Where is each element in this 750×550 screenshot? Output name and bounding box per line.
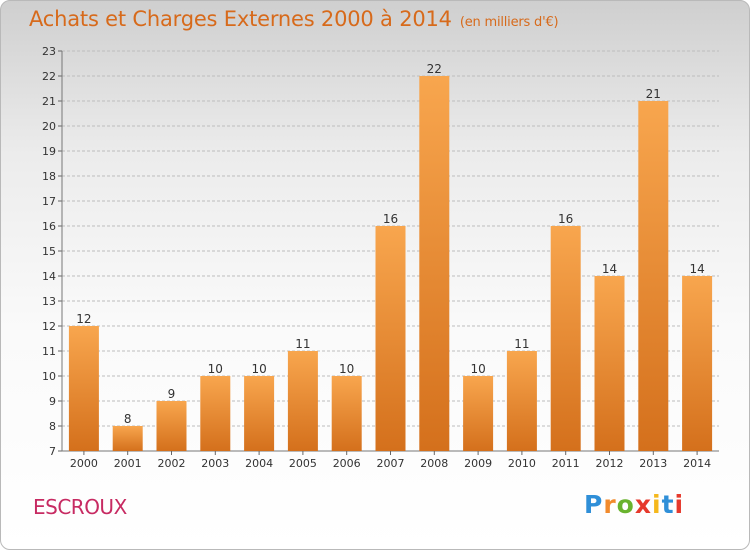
x-tick-label-2000: 2000 (70, 457, 98, 470)
bar-2000 (68, 326, 99, 451)
commune-name: ESCROUX (33, 495, 127, 519)
value-label-2007: 16 (383, 212, 398, 226)
bar-2009 (463, 376, 494, 451)
value-label-2011: 16 (558, 212, 573, 226)
value-label-2013: 21 (646, 87, 661, 101)
value-label-2004: 10 (251, 362, 266, 376)
x-tick-label-2003: 2003 (201, 457, 229, 470)
y-tick-label: 23 (42, 45, 56, 58)
y-tick-label: 7 (49, 445, 56, 458)
value-label-2003: 10 (208, 362, 223, 376)
y-tick-label: 15 (42, 245, 56, 258)
bar-2013 (638, 101, 669, 451)
x-tick-label-2007: 2007 (377, 457, 405, 470)
y-tick-label: 22 (42, 70, 56, 83)
x-tick-label-2012: 2012 (596, 457, 624, 470)
y-tick-label: 17 (42, 195, 56, 208)
bar-2008 (419, 76, 450, 451)
x-tick-label-2009: 2009 (464, 457, 492, 470)
x-tick-label-2010: 2010 (508, 457, 536, 470)
value-label-2000: 12 (76, 312, 91, 326)
bar-2006 (331, 376, 362, 451)
value-label-2012: 14 (602, 262, 617, 276)
x-tick-label-2011: 2011 (552, 457, 580, 470)
value-label-2008: 22 (427, 62, 442, 76)
bar-2004 (244, 376, 275, 451)
x-tick-label-2004: 2004 (245, 457, 273, 470)
value-label-2005: 11 (295, 337, 310, 351)
value-label-2010: 11 (514, 337, 529, 351)
bar-2011 (550, 226, 581, 451)
bar-2014 (682, 276, 713, 451)
y-tick-label: 13 (42, 295, 56, 308)
x-tick-label-2005: 2005 (289, 457, 317, 470)
y-tick-label: 20 (42, 120, 56, 133)
bar-2001 (112, 426, 143, 451)
y-tick-label: 18 (42, 170, 56, 183)
x-tick-label-2006: 2006 (333, 457, 361, 470)
y-tick-label: 8 (49, 420, 56, 433)
y-tick-label: 19 (42, 145, 56, 158)
value-label-2001: 8 (124, 412, 132, 426)
x-tick-label-2013: 2013 (639, 457, 667, 470)
value-label-2014: 14 (689, 262, 704, 276)
y-tick-label: 10 (42, 370, 56, 383)
chart-title: Achats et Charges Externes 2000 à 2014 (e… (29, 7, 559, 31)
bar-2012 (594, 276, 625, 451)
y-tick-label: 16 (42, 220, 56, 233)
x-tick-label-2014: 2014 (683, 457, 711, 470)
y-tick-label: 14 (42, 270, 56, 283)
bar-2010 (506, 351, 537, 451)
y-tick-label: 9 (49, 395, 56, 408)
y-tick-label: 21 (42, 95, 56, 108)
bar-2003 (200, 376, 231, 451)
bar-2002 (156, 401, 187, 451)
proxiti-logo: Proxiti (584, 490, 685, 519)
bar-2007 (375, 226, 406, 451)
value-label-2002: 9 (168, 387, 176, 401)
value-label-2006: 10 (339, 362, 354, 376)
bar-2005 (287, 351, 318, 451)
unit-label: (en milliers d'€) (459, 15, 559, 30)
y-tick-label: 11 (42, 345, 56, 358)
title-text: Achats et Charges Externes 2000 à 2014 (29, 7, 452, 31)
value-label-2009: 10 (470, 362, 485, 376)
x-tick-label-2002: 2002 (158, 457, 186, 470)
y-tick-label: 12 (42, 320, 56, 333)
x-tick-label-2008: 2008 (420, 457, 448, 470)
x-tick-label-2001: 2001 (114, 457, 142, 470)
